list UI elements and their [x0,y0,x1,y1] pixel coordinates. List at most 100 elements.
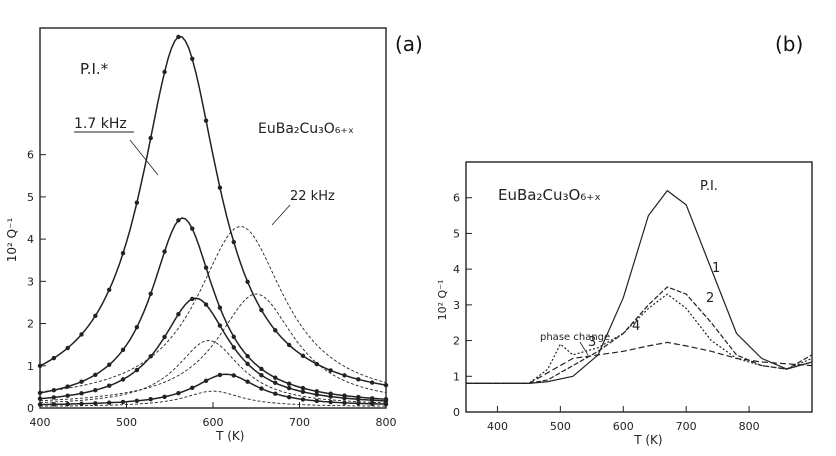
data-point-a [148,354,153,359]
y-tick-label-b: 5 [453,227,460,240]
data-point-a [217,185,223,190]
data-point-a [37,363,43,369]
data-point-a [120,399,126,405]
data-point-a [134,200,140,205]
curve-label-b: 4 [632,319,640,334]
data-point-a [356,397,361,402]
data-point-a [51,387,57,393]
leader-phase-change [579,341,589,356]
data-point-a [328,394,333,399]
curve-label-b: 2 [706,291,714,306]
data-point-a [65,384,70,389]
data-point-a [190,226,195,231]
data-point-a [107,287,112,292]
x-tick-label-a: 800 [376,416,397,429]
data-point-a [273,391,278,396]
data-point-a [162,334,167,340]
series-line-a [39,293,387,402]
data-point-a [369,401,375,406]
data-point-a [300,353,306,359]
plot-a-frame [39,27,387,409]
data-point-a [65,401,70,407]
panel-b-label: (b) [775,32,804,56]
y-tick-label-b: 3 [453,299,460,312]
data-point-a [245,361,250,367]
data-point-a [369,398,375,403]
series-line-a [39,340,387,404]
data-point-a [328,368,333,373]
data-point-a [259,386,264,391]
data-point-a [51,395,57,400]
data-point-a [356,377,361,382]
data-point-a [120,251,126,256]
data-point-a [245,379,250,384]
data-point-a [176,390,181,396]
series-line-b [466,286,813,384]
y-tick-label-b: 6 [453,192,460,205]
data-point-a [176,34,181,40]
data-point-a [383,382,389,388]
data-point-a [217,305,223,310]
data-point-a [259,372,264,378]
data-point-a [120,347,126,353]
y-tick-label-b: 1 [453,370,460,383]
data-point-a [342,395,347,401]
y-axis-label-b: 10² Q⁻¹ [436,280,449,321]
data-point-a [286,381,292,386]
data-point-a [51,402,57,407]
x-tick-label-b: 500 [550,420,571,433]
y-tick-label-b: 0 [453,406,460,419]
data-point-a [383,401,389,407]
data-point-a [203,118,209,123]
data-point-a [107,362,112,367]
data-point-a [231,334,236,339]
annotation-1-7khz: 1.7 kHz [74,116,127,132]
x-tick-label-b: 600 [613,420,634,433]
data-point-a [203,265,209,270]
series-line-a [39,373,387,406]
data-point-a [162,249,167,254]
curve-label-b: 3 [588,335,596,350]
data-point-a [286,342,292,348]
data-point-a [162,69,167,75]
data-point-a [245,279,250,284]
data-point-a [65,345,70,351]
data-point-a [314,398,319,404]
x-tick-label-a: 700 [289,416,310,429]
data-point-a [65,393,70,398]
data-point-a [245,353,250,359]
series-line-b [466,293,813,384]
y-tick-label-a: 5 [27,191,34,204]
data-point-a [93,313,98,318]
series-line-a [39,217,387,400]
annotation-22khz: 22 kHz [290,189,335,204]
y-tick-label-b: 4 [453,263,460,276]
data-point-a [300,397,306,402]
data-point-a [93,401,98,406]
data-point-a [79,391,84,396]
data-point-a [328,399,333,405]
data-point-a [93,387,98,393]
data-point-a [369,380,375,385]
data-point-a [176,218,181,223]
data-point-a [51,355,57,361]
data-point-a [314,361,319,367]
data-point-a [37,390,43,396]
annotation-phase-change: phase change [540,332,610,343]
data-point-a [231,345,236,350]
data-point-a [231,373,236,378]
curve-label-b: 1 [712,261,720,276]
y-tick-label-a: 3 [27,275,34,288]
y-tick-label-a: 6 [27,149,34,162]
data-point-a [148,291,153,296]
series-line-b [466,189,813,384]
annotation-pi-a: P.I.* [80,60,109,78]
data-point-a [176,311,181,317]
annotation-compound-b: EuBa₂Cu₃O₆₊ₓ [498,186,601,204]
y-axis-label-a: 10² Q⁻¹ [5,218,19,263]
data-point-a [134,324,140,330]
x-axis-label-b: T (K) [633,433,662,447]
data-point-a [190,385,195,391]
data-point-a [93,372,98,377]
